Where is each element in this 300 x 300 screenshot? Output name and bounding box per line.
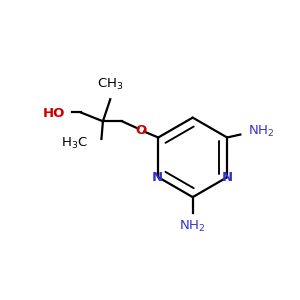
- Text: N: N: [152, 171, 163, 184]
- Text: HO: HO: [42, 107, 64, 120]
- Text: H$_3$C: H$_3$C: [61, 136, 88, 151]
- Text: NH$_2$: NH$_2$: [179, 219, 206, 234]
- Text: NH$_2$: NH$_2$: [248, 124, 274, 139]
- Text: CH$_3$: CH$_3$: [97, 77, 124, 92]
- Text: O: O: [136, 124, 147, 136]
- Text: N: N: [222, 171, 233, 184]
